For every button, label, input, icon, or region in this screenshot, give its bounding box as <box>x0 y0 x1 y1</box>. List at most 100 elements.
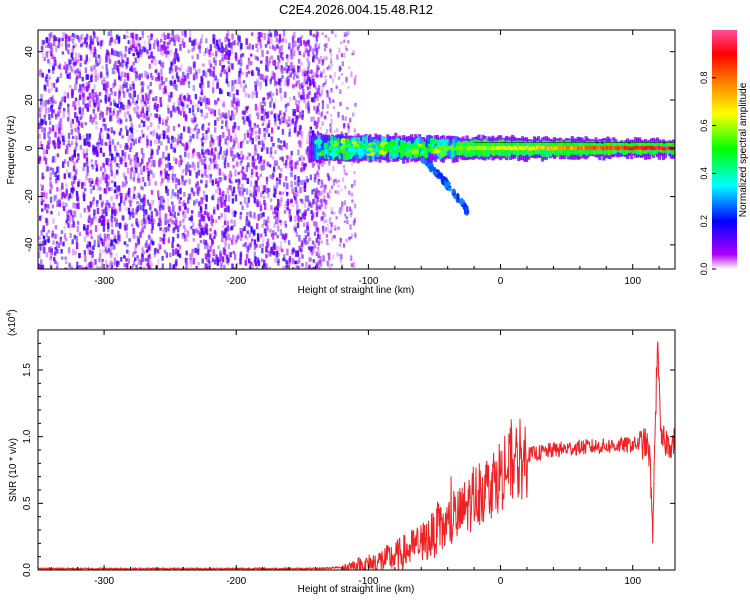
noise-cell <box>183 266 186 269</box>
noise-cell <box>57 44 60 49</box>
noise-cell <box>176 243 180 248</box>
noise-cell <box>179 159 182 165</box>
noise-cell <box>239 59 243 65</box>
y-tick-label: 0.0 <box>22 563 33 577</box>
noise-cell <box>121 103 124 110</box>
noise-cell <box>215 101 218 105</box>
noise-cell <box>54 171 57 177</box>
noise-cell <box>258 41 261 46</box>
noise-cell <box>54 60 57 66</box>
noise-cell <box>72 45 75 49</box>
snr-plot-area <box>38 341 675 570</box>
noise-cell <box>291 118 295 123</box>
noise-cell <box>275 182 279 189</box>
noise-cell <box>249 180 253 187</box>
noise-cell <box>129 92 132 99</box>
noise-fade-cell <box>327 230 330 233</box>
noise-cell <box>147 35 150 39</box>
noise-cell <box>309 246 313 252</box>
noise-cell <box>47 69 51 73</box>
noise-cell <box>314 86 318 91</box>
noise-cell <box>110 196 113 201</box>
noise-cell <box>96 62 100 66</box>
noise-cell <box>254 85 257 92</box>
x-tick-label: -100 <box>358 276 378 287</box>
noise-cell <box>301 263 304 267</box>
noise-cell <box>186 72 190 79</box>
noise-cell <box>75 77 78 85</box>
noise-cell <box>223 264 226 269</box>
noise-cell <box>255 91 258 98</box>
noise-cell <box>261 223 264 228</box>
noise-cell <box>269 174 272 179</box>
noise-cell <box>167 152 170 160</box>
noise-cell <box>75 127 78 133</box>
noise-cell <box>162 118 165 123</box>
noise-cell <box>311 250 314 256</box>
noise-cell <box>253 54 257 60</box>
noise-cell <box>110 36 113 43</box>
noise-cell <box>143 209 146 214</box>
noise-fade-cell <box>316 31 319 37</box>
noise-cell <box>312 130 315 137</box>
noise-cell <box>239 257 242 265</box>
noise-cell <box>93 239 96 247</box>
signal-core-cell <box>663 146 666 151</box>
noise-cell <box>217 43 220 50</box>
noise-cell <box>294 181 297 186</box>
noise-cell <box>184 227 187 233</box>
noise-cell <box>246 64 249 70</box>
noise-cell <box>163 233 166 238</box>
noise-cell <box>274 79 277 87</box>
noise-cell <box>291 204 295 208</box>
noise-fade-cell <box>317 58 320 61</box>
noise-cell <box>265 187 268 194</box>
noise-cell <box>301 179 304 185</box>
noise-cell <box>146 168 150 174</box>
noise-cell <box>167 239 170 244</box>
noise-cell <box>280 173 283 177</box>
noise-cell <box>197 262 200 266</box>
noise-cell <box>205 255 209 262</box>
noise-cell <box>137 75 141 80</box>
noise-cell <box>95 150 99 155</box>
noise-cell <box>257 185 260 193</box>
noise-cell <box>266 162 269 167</box>
noise-cell <box>115 210 118 215</box>
noise-fade-cell <box>320 261 323 267</box>
noise-cell <box>287 65 290 71</box>
noise-cell <box>114 234 117 240</box>
noise-cell <box>114 61 117 65</box>
noise-cell <box>191 47 194 52</box>
signal-core-cell <box>534 145 538 150</box>
noise-cell <box>309 79 312 86</box>
noise-cell <box>44 157 48 165</box>
noise-cell <box>216 259 219 266</box>
noise-cell <box>164 85 167 91</box>
noise-cell <box>227 162 230 168</box>
noise-cell <box>79 144 82 150</box>
noise-cell <box>79 116 82 121</box>
noise-cell <box>261 108 264 114</box>
noise-cell <box>229 135 233 142</box>
noise-cell <box>280 95 283 101</box>
noise-cell <box>124 183 127 187</box>
noise-cell <box>185 258 189 266</box>
noise-cell <box>234 52 238 59</box>
noise-cell <box>138 37 142 41</box>
noise-cell <box>161 206 164 210</box>
noise-cell <box>279 241 283 247</box>
noise-fade-cell <box>343 123 346 128</box>
noise-cell <box>288 128 292 134</box>
noise-cell <box>45 73 49 79</box>
noise-cell <box>136 205 140 212</box>
noise-fade-cell <box>330 114 333 117</box>
noise-cell <box>144 70 147 78</box>
noise-cell <box>191 150 195 157</box>
noise-cell <box>48 114 51 120</box>
noise-fade-cell <box>332 165 335 171</box>
signal-band-cell <box>431 137 435 154</box>
noise-cell <box>90 246 93 251</box>
noise-cell <box>102 162 105 167</box>
noise-fade-cell <box>316 125 319 128</box>
